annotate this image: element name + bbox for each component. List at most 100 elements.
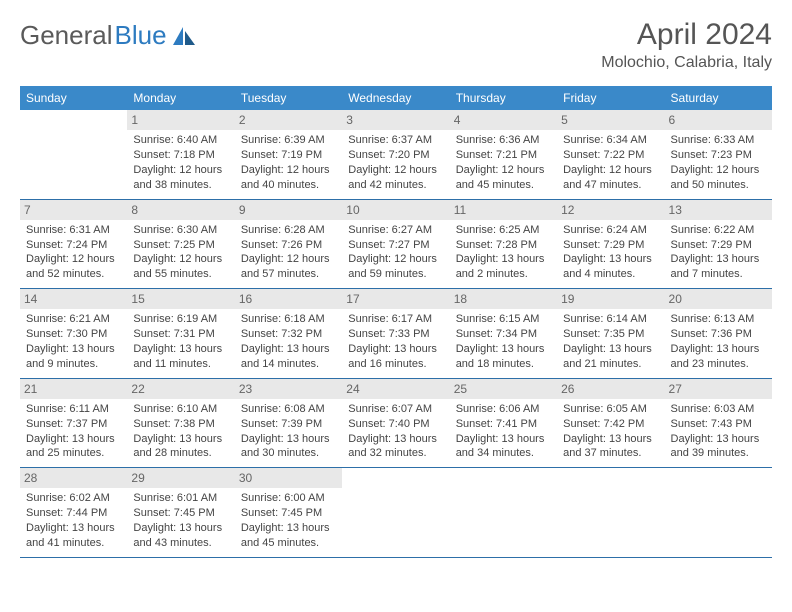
daylight-text: Daylight: 13 hours and 14 minutes. bbox=[241, 342, 336, 372]
daylight-text: Daylight: 13 hours and 2 minutes. bbox=[456, 252, 551, 282]
sunrise-text: Sunrise: 6:21 AM bbox=[26, 312, 121, 327]
daylight-text: Daylight: 12 hours and 40 minutes. bbox=[241, 163, 336, 193]
daylight-text: Daylight: 13 hours and 21 minutes. bbox=[563, 342, 658, 372]
day-number: 20 bbox=[665, 289, 772, 309]
sunrise-text: Sunrise: 6:36 AM bbox=[456, 133, 551, 148]
day-number: 26 bbox=[557, 379, 664, 399]
page-header: GeneralBlue April 2024 Molochio, Calabri… bbox=[20, 18, 772, 72]
calendar-table: Sunday Monday Tuesday Wednesday Thursday… bbox=[20, 86, 772, 558]
sunset-text: Sunset: 7:29 PM bbox=[563, 238, 658, 253]
daylight-text: Daylight: 12 hours and 50 minutes. bbox=[671, 163, 766, 193]
day-cell: 13Sunrise: 6:22 AMSunset: 7:29 PMDayligh… bbox=[665, 199, 772, 289]
day-number: 24 bbox=[342, 379, 449, 399]
daylight-text: Daylight: 12 hours and 47 minutes. bbox=[563, 163, 658, 193]
week-row: 28Sunrise: 6:02 AMSunset: 7:44 PMDayligh… bbox=[20, 468, 772, 558]
day-cell: 6Sunrise: 6:33 AMSunset: 7:23 PMDaylight… bbox=[665, 110, 772, 199]
sunrise-text: Sunrise: 6:37 AM bbox=[348, 133, 443, 148]
day-cell: 8Sunrise: 6:30 AMSunset: 7:25 PMDaylight… bbox=[127, 199, 234, 289]
sunset-text: Sunset: 7:26 PM bbox=[241, 238, 336, 253]
day-number: 1 bbox=[127, 110, 234, 130]
sail-icon bbox=[171, 25, 197, 47]
day-cell: 24Sunrise: 6:07 AMSunset: 7:40 PMDayligh… bbox=[342, 378, 449, 468]
sunrise-text: Sunrise: 6:01 AM bbox=[133, 491, 228, 506]
day-header: Thursday bbox=[450, 86, 557, 110]
day-number: 23 bbox=[235, 379, 342, 399]
day-number: 16 bbox=[235, 289, 342, 309]
day-number: 9 bbox=[235, 200, 342, 220]
sunset-text: Sunset: 7:19 PM bbox=[241, 148, 336, 163]
daylight-text: Daylight: 13 hours and 39 minutes. bbox=[671, 432, 766, 462]
day-cell bbox=[665, 468, 772, 558]
daylight-text: Daylight: 12 hours and 45 minutes. bbox=[456, 163, 551, 193]
sunrise-text: Sunrise: 6:00 AM bbox=[241, 491, 336, 506]
day-number: 14 bbox=[20, 289, 127, 309]
day-cell: 9Sunrise: 6:28 AMSunset: 7:26 PMDaylight… bbox=[235, 199, 342, 289]
sunrise-text: Sunrise: 6:31 AM bbox=[26, 223, 121, 238]
sunset-text: Sunset: 7:33 PM bbox=[348, 327, 443, 342]
sunset-text: Sunset: 7:18 PM bbox=[133, 148, 228, 163]
sunset-text: Sunset: 7:22 PM bbox=[563, 148, 658, 163]
day-header: Sunday bbox=[20, 86, 127, 110]
day-cell: 10Sunrise: 6:27 AMSunset: 7:27 PMDayligh… bbox=[342, 199, 449, 289]
day-cell: 7Sunrise: 6:31 AMSunset: 7:24 PMDaylight… bbox=[20, 199, 127, 289]
daylight-text: Daylight: 13 hours and 16 minutes. bbox=[348, 342, 443, 372]
sunset-text: Sunset: 7:25 PM bbox=[133, 238, 228, 253]
day-number: 3 bbox=[342, 110, 449, 130]
day-header: Saturday bbox=[665, 86, 772, 110]
day-header: Tuesday bbox=[235, 86, 342, 110]
day-cell bbox=[20, 110, 127, 199]
day-cell: 19Sunrise: 6:14 AMSunset: 7:35 PMDayligh… bbox=[557, 289, 664, 379]
day-number: 7 bbox=[20, 200, 127, 220]
day-cell: 20Sunrise: 6:13 AMSunset: 7:36 PMDayligh… bbox=[665, 289, 772, 379]
sunrise-text: Sunrise: 6:08 AM bbox=[241, 402, 336, 417]
sunrise-text: Sunrise: 6:06 AM bbox=[456, 402, 551, 417]
daylight-text: Daylight: 13 hours and 30 minutes. bbox=[241, 432, 336, 462]
day-cell: 11Sunrise: 6:25 AMSunset: 7:28 PMDayligh… bbox=[450, 199, 557, 289]
brand-name-1: General bbox=[20, 20, 113, 51]
sunrise-text: Sunrise: 6:13 AM bbox=[671, 312, 766, 327]
day-header: Monday bbox=[127, 86, 234, 110]
day-cell: 29Sunrise: 6:01 AMSunset: 7:45 PMDayligh… bbox=[127, 468, 234, 558]
daylight-text: Daylight: 12 hours and 38 minutes. bbox=[133, 163, 228, 193]
day-number: 18 bbox=[450, 289, 557, 309]
sunrise-text: Sunrise: 6:19 AM bbox=[133, 312, 228, 327]
day-cell bbox=[450, 468, 557, 558]
daylight-text: Daylight: 13 hours and 37 minutes. bbox=[563, 432, 658, 462]
day-cell: 22Sunrise: 6:10 AMSunset: 7:38 PMDayligh… bbox=[127, 378, 234, 468]
sunset-text: Sunset: 7:30 PM bbox=[26, 327, 121, 342]
sunrise-text: Sunrise: 6:30 AM bbox=[133, 223, 228, 238]
daylight-text: Daylight: 13 hours and 25 minutes. bbox=[26, 432, 121, 462]
day-cell bbox=[342, 468, 449, 558]
daylight-text: Daylight: 13 hours and 43 minutes. bbox=[133, 521, 228, 551]
daylight-text: Daylight: 12 hours and 59 minutes. bbox=[348, 252, 443, 282]
month-title: April 2024 bbox=[601, 18, 772, 52]
sunrise-text: Sunrise: 6:17 AM bbox=[348, 312, 443, 327]
sunset-text: Sunset: 7:23 PM bbox=[671, 148, 766, 163]
daylight-text: Daylight: 12 hours and 57 minutes. bbox=[241, 252, 336, 282]
day-cell: 1Sunrise: 6:40 AMSunset: 7:18 PMDaylight… bbox=[127, 110, 234, 199]
week-row: 21Sunrise: 6:11 AMSunset: 7:37 PMDayligh… bbox=[20, 378, 772, 468]
sunrise-text: Sunrise: 6:11 AM bbox=[26, 402, 121, 417]
title-block: April 2024 Molochio, Calabria, Italy bbox=[601, 18, 772, 72]
day-cell: 25Sunrise: 6:06 AMSunset: 7:41 PMDayligh… bbox=[450, 378, 557, 468]
day-header: Friday bbox=[557, 86, 664, 110]
day-cell: 4Sunrise: 6:36 AMSunset: 7:21 PMDaylight… bbox=[450, 110, 557, 199]
day-cell: 28Sunrise: 6:02 AMSunset: 7:44 PMDayligh… bbox=[20, 468, 127, 558]
day-number: 8 bbox=[127, 200, 234, 220]
daylight-text: Daylight: 13 hours and 7 minutes. bbox=[671, 252, 766, 282]
daylight-text: Daylight: 13 hours and 23 minutes. bbox=[671, 342, 766, 372]
sunrise-text: Sunrise: 6:22 AM bbox=[671, 223, 766, 238]
sunrise-text: Sunrise: 6:25 AM bbox=[456, 223, 551, 238]
sunset-text: Sunset: 7:40 PM bbox=[348, 417, 443, 432]
day-number: 19 bbox=[557, 289, 664, 309]
day-cell: 17Sunrise: 6:17 AMSunset: 7:33 PMDayligh… bbox=[342, 289, 449, 379]
sunrise-text: Sunrise: 6:15 AM bbox=[456, 312, 551, 327]
daylight-text: Daylight: 13 hours and 32 minutes. bbox=[348, 432, 443, 462]
sunset-text: Sunset: 7:31 PM bbox=[133, 327, 228, 342]
day-cell: 14Sunrise: 6:21 AMSunset: 7:30 PMDayligh… bbox=[20, 289, 127, 379]
day-number: 27 bbox=[665, 379, 772, 399]
day-cell: 30Sunrise: 6:00 AMSunset: 7:45 PMDayligh… bbox=[235, 468, 342, 558]
sunrise-text: Sunrise: 6:03 AM bbox=[671, 402, 766, 417]
day-cell: 18Sunrise: 6:15 AMSunset: 7:34 PMDayligh… bbox=[450, 289, 557, 379]
daylight-text: Daylight: 13 hours and 28 minutes. bbox=[133, 432, 228, 462]
